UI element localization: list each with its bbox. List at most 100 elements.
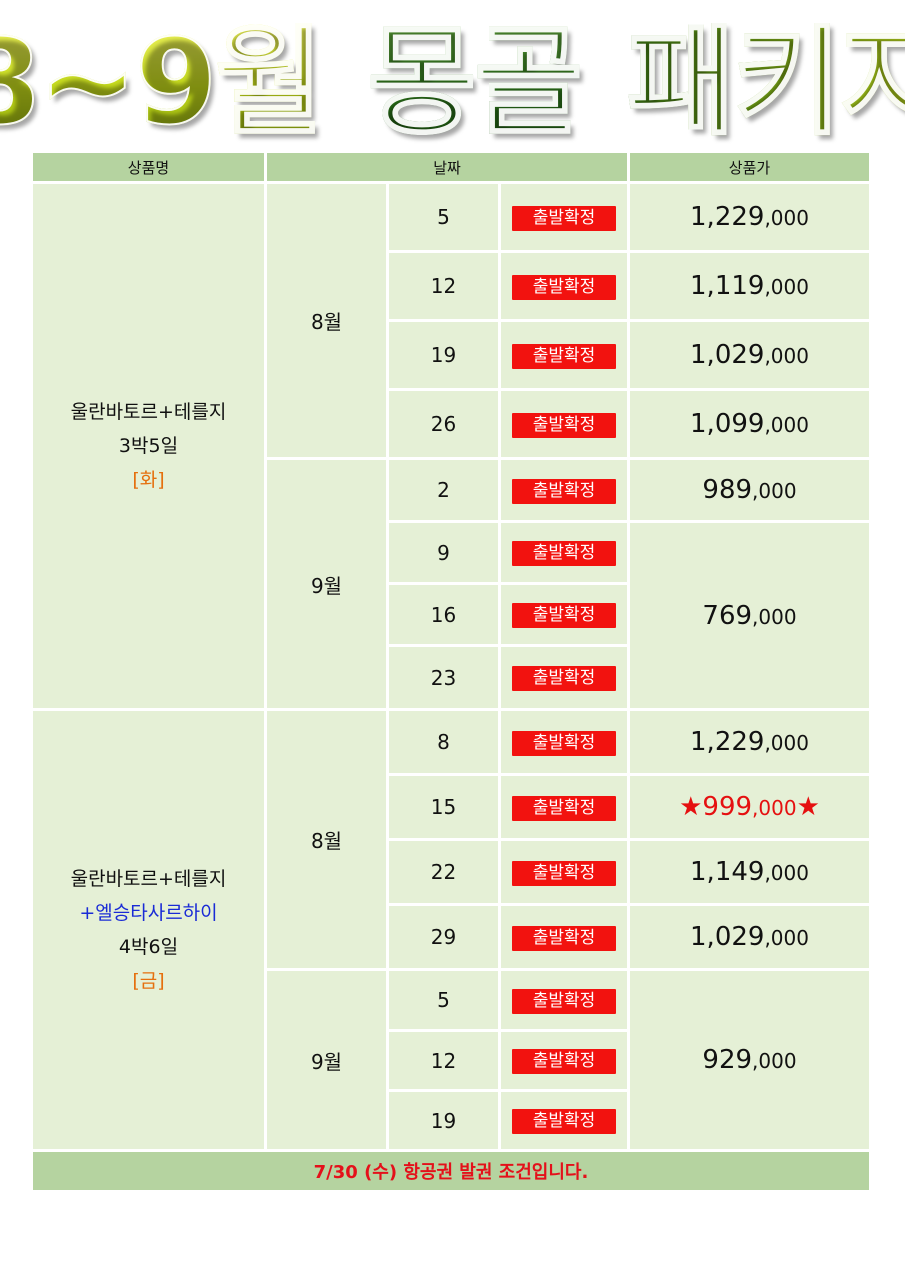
day-cell: 15 (386, 773, 501, 841)
table-row: 22 출발확정 1,149,000 (32, 838, 872, 906)
price-main: 989 (702, 475, 753, 505)
day-cell: 9 (386, 520, 501, 585)
price-tail: ,000 (752, 479, 797, 503)
table-row: 9월 5 출발확정 929,000 (32, 968, 872, 1152)
status-cell: 출발확정 (498, 1089, 630, 1152)
status-cell: 출발확정 (498, 838, 630, 906)
price-main: 1,099 (690, 409, 765, 439)
price-main: 929 (702, 1045, 753, 1075)
price-tail: ,000 (764, 344, 809, 368)
price-main: 1,229 (690, 727, 765, 757)
status-badge: 출발확정 (512, 1109, 616, 1134)
page-title: 8~9월 몽골 패키지 (0, 14, 905, 149)
day-cell: 29 (386, 903, 501, 971)
status-badge: 출발확정 (512, 860, 616, 886)
table-footer-row: 7/30 (수) 항공권 발권 조건입니다. (30, 1149, 872, 1193)
table-row: 울란바토르+테를지 +엘승타사르하이 4박6일 [금] 8월 8 출발확정 1,… (30, 708, 872, 1152)
day-cell: 23 (386, 644, 501, 711)
price-tail: ,000 (764, 275, 809, 299)
table-row: 19 출발확정 1,029,000 (32, 319, 872, 391)
table-row: 9월 2 출발확정 989,000 (32, 457, 872, 711)
product-weekday: [화] (132, 469, 165, 491)
day-cell: 12 (386, 250, 501, 322)
product-name: 울란바토르+테를지 (70, 868, 227, 890)
product-name: 울란바토르+테를지 (70, 401, 227, 423)
product-cell-2: 울란바토르+테를지 +엘승타사르하이 4박6일 [금] (30, 708, 267, 1152)
price-main: 769 (702, 600, 753, 631)
price-tail: ,000 (752, 604, 797, 629)
status-badge: 출발확정 (512, 730, 616, 756)
price-tail: ,000 (764, 206, 809, 230)
day-cell: 19 (386, 319, 501, 391)
price-cell: 1,229,000 (627, 181, 872, 253)
table-row: 19 출발확정 (32, 1089, 871, 1152)
status-badge: 출발확정 (512, 925, 616, 951)
status-cell: 출발확정 (498, 388, 630, 460)
day-cell: 26 (386, 388, 501, 460)
table-row: 26 출발확정 1,099,000 (32, 388, 872, 460)
table-row: 9 출발확정 769,000 (32, 520, 872, 711)
footer-note: 7/30 (수) 항공권 발권 조건입니다. (30, 1149, 872, 1193)
price-cell: 1,149,000 (627, 838, 872, 906)
price-cell: 1,119,000 (627, 250, 872, 322)
product-name-extra: +엘승타사르하이 (79, 902, 218, 924)
header-price: 상품가 (627, 150, 872, 184)
status-badge: 출발확정 (512, 988, 616, 1014)
price-tail: ,000 (764, 926, 809, 950)
status-badge: 출발확정 (512, 274, 616, 300)
table-row: 울란바토르+테를지 3박5일 [화] 8월 5 출발확정 1,229,000 (30, 181, 872, 711)
status-badge: 출발확정 (512, 541, 616, 566)
day-cell: 16 (386, 582, 501, 647)
status-cell: 출발확정 (498, 582, 630, 647)
status-cell: 출발확정 (498, 644, 630, 711)
month-cell: 8월 (264, 708, 389, 971)
package-price-table: 상품명 날짜 상품가 울란바토르+테를지 3박5일 [화] 8월 5 출발확정 … (30, 150, 872, 1193)
day-cell: 19 (386, 1089, 501, 1152)
status-cell: 출발확정 (498, 250, 630, 322)
table-row: 12 출발확정 1,119,000 (32, 250, 872, 322)
price-tail: ,000 (764, 731, 809, 755)
table-row: 23 출발확정 (32, 644, 871, 711)
table-row: 12 출발확정 (32, 1029, 871, 1092)
month-cell: 9월 (264, 457, 389, 711)
price-cell: 929,000 (627, 968, 872, 1152)
price-tail: ,000 (752, 1049, 797, 1073)
product-weekday: [금] (132, 970, 165, 992)
status-badge: 출발확정 (512, 603, 616, 628)
price-cell: 1,099,000 (627, 388, 872, 460)
price-tail: ,000 (764, 861, 809, 885)
title-period: 8~9월 (0, 22, 325, 142)
table-row: 15 출발확정 ★999,000★ (32, 773, 872, 841)
star-right-icon: ★ (796, 792, 820, 822)
header-date: 날짜 (264, 150, 630, 184)
day-cell: 5 (386, 181, 501, 253)
product-cell-1: 울란바토르+테를지 3박5일 [화] (30, 181, 267, 711)
star-left-icon: ★ (679, 792, 703, 822)
day-cell: 12 (386, 1029, 501, 1092)
status-cell: 출발확정 (498, 1029, 630, 1092)
price-main: 1,229 (690, 202, 765, 232)
day-cell: 8 (386, 708, 501, 776)
price-cell: 1,029,000 (627, 903, 872, 971)
month-cell: 9월 (264, 968, 389, 1152)
status-badge: 출발확정 (512, 478, 616, 504)
price-cell: 989,000 (627, 457, 872, 523)
status-cell: 출발확정 (498, 181, 630, 253)
status-cell: 출발확정 (498, 319, 630, 391)
price-main: 1,029 (690, 340, 765, 370)
status-cell: 출발확정 (498, 457, 630, 523)
status-cell: 출발확정 (498, 520, 630, 585)
table-row: 29 출발확정 1,029,000 (32, 903, 872, 971)
day-cell: 2 (386, 457, 501, 523)
status-cell: 출발확정 (498, 968, 630, 1032)
month-cell: 8월 (264, 181, 389, 460)
price-main: 1,119 (690, 271, 765, 301)
status-badge: 출발확정 (512, 795, 616, 821)
status-badge: 출발확정 (512, 205, 616, 231)
status-badge: 출발확정 (512, 666, 616, 691)
price-main: 1,029 (690, 922, 765, 952)
table-header-row: 상품명 날짜 상품가 (30, 150, 872, 184)
product-duration: 3박5일 (118, 435, 179, 457)
price-tail: ,000 (752, 796, 797, 820)
product-duration: 4박6일 (118, 936, 179, 958)
